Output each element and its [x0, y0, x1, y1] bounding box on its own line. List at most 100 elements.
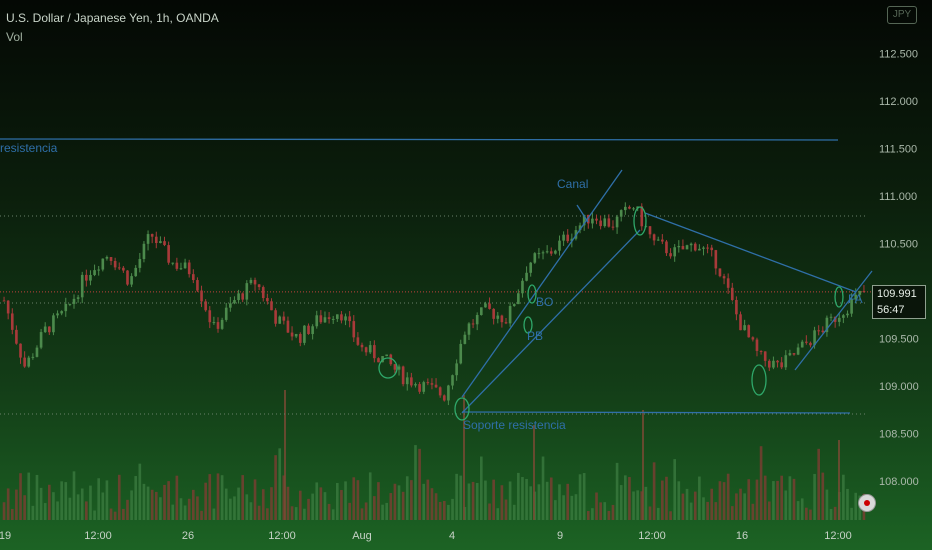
volume-bar	[360, 508, 364, 520]
candle-body	[422, 382, 426, 392]
candle-body	[64, 303, 68, 312]
volume-bar	[19, 473, 22, 520]
volume-bar	[142, 483, 146, 520]
volume-bar	[303, 508, 306, 520]
volume-bar	[529, 486, 533, 520]
volume-bar	[331, 509, 335, 520]
candle-body	[101, 258, 105, 270]
descending-resistance-line	[644, 212, 857, 293]
candle-body	[739, 314, 742, 331]
partial-label: FA	[848, 292, 863, 306]
volume-bar	[335, 483, 339, 520]
candle-body	[385, 354, 389, 357]
candle-body	[767, 360, 771, 368]
x-tick-label: Aug	[352, 530, 372, 542]
candle-body	[187, 262, 191, 275]
candle-body	[307, 325, 310, 335]
volume-bar	[146, 486, 150, 520]
volume-bar	[130, 490, 133, 520]
candle-body	[196, 280, 199, 291]
candle-body	[586, 214, 590, 224]
candle-body	[479, 307, 483, 316]
candle-body	[467, 323, 471, 335]
volume-bar	[570, 495, 574, 520]
volume-bar	[385, 502, 389, 520]
pivot-circle	[527, 284, 537, 304]
volume-bar	[825, 489, 829, 520]
candle-body	[554, 250, 557, 254]
volume-bar	[204, 482, 207, 520]
volume-bar	[642, 410, 644, 520]
candle-body	[615, 216, 619, 228]
candle-body	[537, 253, 541, 255]
japan-flag-icon[interactable]	[858, 494, 876, 512]
candle-body	[846, 313, 849, 316]
volume-bar	[623, 475, 627, 520]
volume-bar	[352, 477, 356, 520]
drawings	[0, 138, 873, 421]
x-tick-label: 12:00	[638, 530, 666, 542]
y-tick-label: 112.000	[879, 96, 918, 108]
candle-body	[603, 218, 607, 227]
volume-bar	[475, 482, 479, 520]
candle-body	[23, 357, 26, 367]
x-tick-label: 12:00	[824, 530, 852, 542]
candle-body	[788, 353, 792, 356]
candle-body	[76, 297, 80, 299]
volume-bar	[488, 503, 491, 520]
volume-bar	[134, 476, 138, 520]
volume-bar	[821, 472, 825, 520]
currency-badge[interactable]: JPY	[887, 6, 917, 24]
volume-bar	[788, 476, 792, 520]
volume-bar	[549, 477, 553, 520]
candle-body	[68, 303, 72, 305]
candle-body	[521, 280, 524, 294]
volume-bar	[842, 474, 845, 520]
candle-body	[747, 325, 751, 338]
channel-upper-line	[461, 169, 623, 398]
candle-body	[759, 350, 763, 352]
volume-bar	[467, 483, 471, 520]
volume-bar	[541, 456, 545, 520]
candle-body	[373, 345, 376, 359]
volume-bar	[652, 462, 656, 520]
candle-body	[335, 314, 339, 319]
candle-body	[706, 247, 709, 249]
volume-bar	[479, 456, 483, 520]
volume-bar	[533, 425, 535, 520]
candle-body	[562, 234, 565, 241]
volume-bar	[315, 482, 319, 520]
volume-bar	[751, 503, 755, 520]
candle-body	[134, 267, 138, 277]
candle-body	[191, 274, 195, 281]
volume-bar	[253, 479, 257, 520]
volume-bar	[726, 473, 730, 520]
candle-body	[154, 236, 158, 244]
volume-bar	[216, 473, 220, 520]
volume-bar	[282, 475, 286, 520]
candle-body	[718, 268, 722, 277]
volume-bar	[344, 481, 347, 520]
candle-body	[216, 322, 220, 329]
volume-bar	[792, 478, 796, 520]
candle-body	[47, 326, 51, 333]
volume-bar	[117, 474, 121, 520]
volume-bar	[64, 482, 68, 520]
candle-body	[792, 353, 796, 355]
pivot-circle	[523, 316, 533, 334]
volume-bar	[187, 498, 191, 520]
volume-bar	[504, 499, 508, 520]
volume-bar	[484, 480, 487, 520]
volume-bar	[27, 472, 31, 520]
volume-bar	[389, 493, 393, 520]
candle-body	[150, 234, 154, 237]
volume-bar	[15, 489, 18, 520]
candle-body	[780, 362, 783, 368]
candle-body	[710, 247, 714, 251]
volume-bar	[517, 472, 520, 520]
volume-bar	[348, 502, 351, 520]
candle-body	[204, 301, 207, 311]
candle-body	[352, 321, 356, 338]
